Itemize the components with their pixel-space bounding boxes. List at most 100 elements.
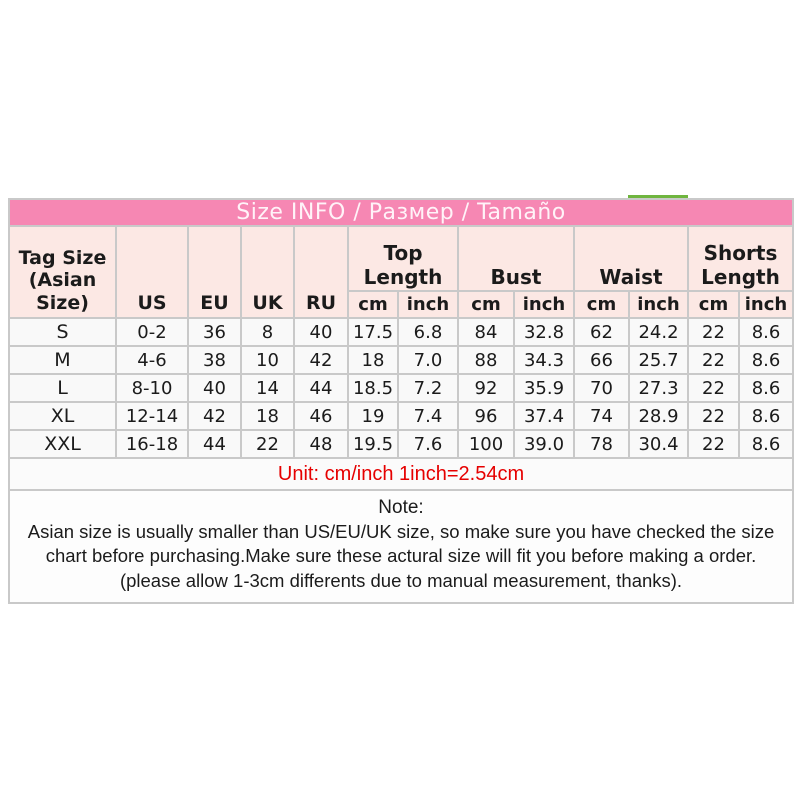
size-cell: 40 bbox=[187, 373, 242, 403]
size-cell: 17.5 bbox=[347, 317, 399, 347]
header-us: US bbox=[115, 225, 189, 319]
subheader-inch: inch bbox=[397, 290, 459, 319]
size-cell: 88 bbox=[457, 345, 515, 375]
unit-subheader-row: cm inch cm inch cm inch cm inch bbox=[9, 290, 795, 319]
size-cell: 38 bbox=[187, 345, 242, 375]
size-cell: 39.0 bbox=[513, 429, 575, 459]
unit-row: Unit: cm/inch 1inch=2.54cm bbox=[7, 457, 795, 491]
size-cell: 34.3 bbox=[513, 345, 575, 375]
chart-title: Size INFO / Размер / Tamaño bbox=[7, 198, 795, 227]
subheader-cm: cm bbox=[687, 290, 740, 319]
tag-size-value: L bbox=[8, 373, 117, 403]
group-header-row: Tag Size (Asian Size) US EU UK RU Top Le… bbox=[8, 225, 795, 319]
size-cell: 22 bbox=[687, 345, 740, 375]
size-row-m: M 4-6 38 10 42 18 7.0 88 34.3 66 25.7 22… bbox=[8, 345, 795, 375]
subheader-inch: inch bbox=[628, 290, 689, 319]
tag-size-value: XL bbox=[8, 401, 117, 431]
size-cell: 8.6 bbox=[737, 345, 795, 375]
header-bust: Bust bbox=[457, 225, 575, 292]
header-ru: RU bbox=[293, 225, 349, 319]
size-cell: 36 bbox=[187, 317, 242, 347]
size-cell: 18 bbox=[347, 345, 399, 375]
size-cell: 46 bbox=[293, 401, 349, 431]
size-cell: 8 bbox=[240, 317, 295, 347]
size-cell: 8-10 bbox=[115, 373, 189, 403]
size-cell: 96 bbox=[457, 401, 515, 431]
title-row: Size INFO / Размер / Tamaño bbox=[7, 198, 795, 227]
green-accent-line bbox=[628, 195, 688, 198]
size-cell: 7.4 bbox=[397, 401, 459, 431]
size-cell: 78 bbox=[573, 429, 630, 459]
header-top-length: Top Length bbox=[347, 225, 459, 292]
size-cell: 22 bbox=[687, 373, 740, 403]
size-cell: 22 bbox=[240, 429, 295, 459]
size-cell: 10 bbox=[240, 345, 295, 375]
subheader-inch: inch bbox=[737, 290, 795, 319]
size-cell: 27.3 bbox=[628, 373, 689, 403]
size-cell: 8.6 bbox=[737, 401, 795, 431]
size-cell: 16-18 bbox=[115, 429, 189, 459]
size-cell: 22 bbox=[687, 317, 740, 347]
size-row-xxl: XXL 16-18 44 22 48 19.5 7.6 100 39.0 78 … bbox=[8, 429, 795, 459]
size-cell: 18.5 bbox=[347, 373, 399, 403]
subheader-inch: inch bbox=[513, 290, 575, 319]
size-cell: 8.6 bbox=[737, 373, 795, 403]
size-cell: 32.8 bbox=[513, 317, 575, 347]
size-cell: 7.2 bbox=[397, 373, 459, 403]
size-chart-table: Size INFO / Размер / Tamaño Tag Size (As… bbox=[7, 198, 795, 605]
tag-size-value: XXL bbox=[8, 429, 117, 459]
size-cell: 22 bbox=[687, 401, 740, 431]
note-title: Note: bbox=[378, 497, 424, 518]
size-cell: 22 bbox=[687, 429, 740, 459]
size-row-s: S 0-2 36 8 40 17.5 6.8 84 32.8 62 24.2 2… bbox=[8, 317, 795, 347]
size-cell: 62 bbox=[573, 317, 630, 347]
size-cell: 24.2 bbox=[628, 317, 689, 347]
size-cell: 92 bbox=[457, 373, 515, 403]
size-cell: 0-2 bbox=[115, 317, 189, 347]
size-cell: 14 bbox=[240, 373, 295, 403]
note-row: Note: Asian size is usually smaller than… bbox=[7, 488, 795, 605]
size-cell: 100 bbox=[457, 429, 515, 459]
size-cell: 8.6 bbox=[737, 429, 795, 459]
size-cell: 28.9 bbox=[628, 401, 689, 431]
size-cell: 44 bbox=[187, 429, 242, 459]
size-cell: 44 bbox=[293, 373, 349, 403]
size-cell: 84 bbox=[457, 317, 515, 347]
size-cell: 42 bbox=[293, 345, 349, 375]
size-row-xl: XL 12-14 42 18 46 19 7.4 96 37.4 74 28.9… bbox=[8, 401, 795, 431]
size-cell: 7.6 bbox=[397, 429, 459, 459]
subheader-cm: cm bbox=[347, 290, 399, 319]
size-cell: 6.8 bbox=[397, 317, 459, 347]
size-cell: 12-14 bbox=[115, 401, 189, 431]
note-block: Note: Asian size is usually smaller than… bbox=[7, 488, 795, 605]
subheader-cm: cm bbox=[457, 290, 515, 319]
header-waist: Waist bbox=[573, 225, 689, 292]
size-row-l: L 8-10 40 14 44 18.5 7.2 92 35.9 70 27.3… bbox=[8, 373, 795, 403]
tag-size-header: Tag Size (Asian Size) bbox=[8, 225, 117, 319]
size-cell: 48 bbox=[293, 429, 349, 459]
size-cell: 19.5 bbox=[347, 429, 399, 459]
subheader-cm: cm bbox=[573, 290, 630, 319]
size-chart-sheet: Size INFO / Размер / Tamaño Tag Size (As… bbox=[7, 198, 795, 605]
size-cell: 70 bbox=[573, 373, 630, 403]
size-cell: 7.0 bbox=[397, 345, 459, 375]
header-uk: UK bbox=[240, 225, 295, 319]
tag-size-value: S bbox=[8, 317, 117, 347]
size-cell: 18 bbox=[240, 401, 295, 431]
size-cell: 66 bbox=[573, 345, 630, 375]
size-cell: 37.4 bbox=[513, 401, 575, 431]
size-cell: 19 bbox=[347, 401, 399, 431]
size-cell: 35.9 bbox=[513, 373, 575, 403]
size-cell: 4-6 bbox=[115, 345, 189, 375]
note-body: Asian size is usually smaller than US/EU… bbox=[27, 521, 775, 591]
header-eu: EU bbox=[187, 225, 242, 319]
size-cell: 74 bbox=[573, 401, 630, 431]
size-cell: 30.4 bbox=[628, 429, 689, 459]
size-cell: 8.6 bbox=[737, 317, 795, 347]
size-cell: 40 bbox=[293, 317, 349, 347]
header-shorts-length: Shorts Length bbox=[686, 225, 795, 292]
size-cell: 42 bbox=[187, 401, 242, 431]
size-cell: 25.7 bbox=[628, 345, 689, 375]
tag-size-value: M bbox=[8, 345, 117, 375]
unit-note: Unit: cm/inch 1inch=2.54cm bbox=[7, 457, 795, 491]
